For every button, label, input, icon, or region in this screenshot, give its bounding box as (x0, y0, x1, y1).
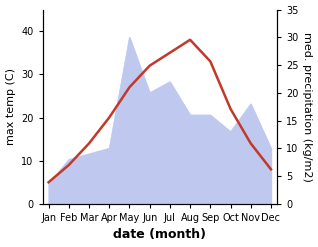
Y-axis label: max temp (C): max temp (C) (5, 68, 16, 145)
Y-axis label: med. precipitation (kg/m2): med. precipitation (kg/m2) (302, 32, 313, 182)
X-axis label: date (month): date (month) (113, 228, 206, 242)
